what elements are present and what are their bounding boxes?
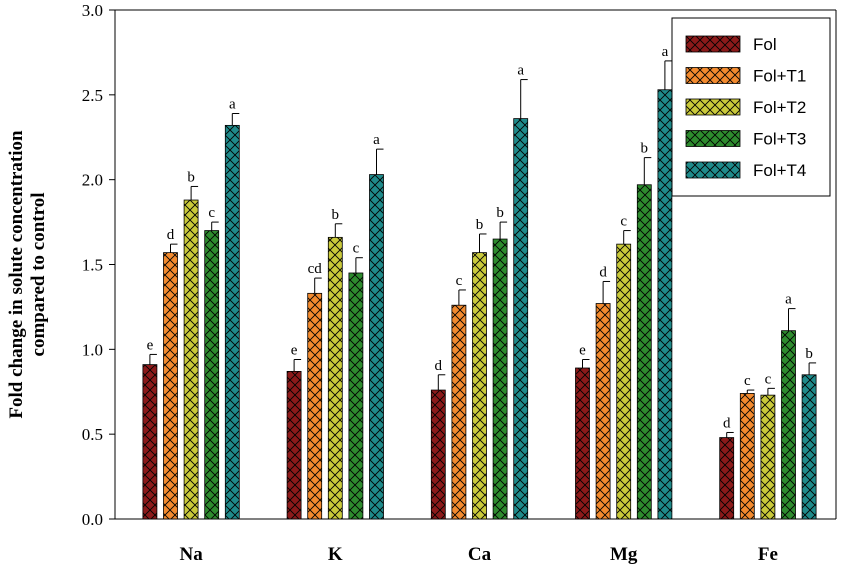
y-tick-label: 0.5 [82, 425, 103, 444]
significance-letter-ca-fol-t4: a [517, 63, 524, 79]
y-tick-label: 1.0 [82, 340, 103, 359]
significance-letter-k-fol-t3: c [353, 241, 360, 257]
legend-swatch-fol-t2 [685, 98, 741, 116]
significance-letter-na-fol-t4: a [229, 96, 236, 112]
legend-swatch-fol [685, 35, 741, 53]
significance-letter-k-fol-t2: b [332, 207, 340, 223]
y-axis-label-line-1: Fold change in solute concentration [6, 130, 27, 419]
x-tick-label-na: Na [179, 544, 203, 565]
bar-na-fol-t4 [224, 124, 240, 520]
significance-letter-fe-fol: d [723, 415, 731, 431]
bar-fe-fol-t1 [739, 393, 755, 520]
bar-k-fol-t1 [307, 292, 323, 520]
x-tick-label-k: K [328, 544, 343, 565]
bar-mg-fol-t2 [616, 243, 632, 520]
y-tick-label: 2.5 [82, 86, 103, 105]
y-ticks: 0.0 0.5 1.0 1.5 2.0 2.5 3.0 [82, 1, 115, 529]
y-tick-label: 0.0 [82, 510, 103, 529]
bar-ca-fol-t2 [472, 252, 487, 520]
legend-label-fol-t3: Fol+T3 [753, 130, 806, 149]
x-tick-label-fe: Fe [758, 544, 778, 565]
significance-letter-na-fol-t1: d [167, 227, 175, 243]
x-tick-labels: Na K Ca Mg Fe [179, 544, 777, 565]
y-tick-label: 2.0 [82, 171, 103, 190]
bar-k-fol [286, 370, 302, 520]
legend-swatch-fol-t3 [685, 130, 741, 147]
bar-ca-fol [430, 389, 446, 520]
bar-ca-fol-t1 [451, 304, 467, 520]
significance-letter-fe-fol-t4: b [805, 346, 813, 362]
bar-k-fol-t3 [348, 272, 364, 520]
legend-label-fol-t4: Fol+T4 [753, 161, 806, 180]
bar-fe-fol-t2 [760, 394, 776, 520]
bar-k-fol-t2 [327, 236, 343, 520]
legend-swatch-fol-t4 [685, 161, 741, 179]
significance-letter-na-fol-t3: c [208, 205, 215, 221]
bar-na-fol [142, 364, 158, 520]
y-tick-label: 3.0 [82, 1, 103, 20]
significance-letter-ca-fol: d [435, 358, 443, 374]
significance-letter-mg-fol-t1: d [599, 264, 607, 280]
significance-letter-na-fol-t2: b [187, 169, 195, 185]
significance-letter-ca-fol-t1: c [456, 273, 463, 289]
bar-fe-fol-t4 [801, 374, 817, 520]
significance-letter-mg-fol-t3: b [641, 141, 649, 157]
legend-label-fol-t2: Fol+T2 [753, 98, 806, 117]
significance-letter-fe-fol-t2: c [765, 371, 772, 387]
bar-ca-fol-t4 [513, 118, 529, 520]
y-axis-label-line-2: compared to control [28, 193, 49, 357]
bar-mg-fol-t1 [595, 303, 611, 520]
legend-label-fol: Fol [753, 35, 777, 54]
significance-letter-mg-fol: e [579, 343, 586, 359]
significance-letter-na-fol: e [147, 337, 154, 353]
x-tick-label-ca: Ca [468, 544, 492, 565]
bar-mg-fol [575, 367, 590, 520]
significance-letter-k-fol-t4: a [373, 132, 380, 148]
legend: Fol Fol+T1 Fol+T2 Fol+T3 Fol+T4 [671, 17, 831, 197]
y-axis-title: Fold change in solute concentration compa… [6, 130, 49, 419]
significance-letter-ca-fol-t2: b [476, 217, 484, 233]
legend-swatch-fol-t1 [685, 67, 741, 84]
significance-letter-fe-fol-t1: c [744, 373, 751, 389]
significance-letter-mg-fol-t2: c [620, 214, 627, 230]
significance-letter-ca-fol-t3: b [496, 205, 504, 221]
bar-na-fol-t1 [163, 252, 178, 520]
bar-fe-fol [719, 437, 735, 520]
significance-letter-mg-fol-t4: a [662, 44, 669, 60]
significance-letter-k-fol-t1: cd [308, 261, 323, 277]
bar-mg-fol-t3 [636, 184, 652, 520]
bar-fe-fol-t3 [781, 330, 796, 520]
x-tick-label-mg: Mg [610, 544, 638, 565]
legend-label-fol-t1: Fol+T1 [753, 67, 806, 86]
y-tick-label: 1.5 [82, 256, 103, 275]
significance-letter-k-fol: e [291, 343, 298, 359]
significance-letter-fe-fol-t3: a [785, 292, 792, 308]
bar-mg-fol-t4 [657, 89, 673, 520]
bar-ca-fol-t3 [492, 238, 508, 520]
bar-k-fol-t4 [369, 174, 384, 520]
bar-na-fol-t3 [204, 230, 220, 520]
bar-na-fol-t2 [183, 199, 199, 520]
